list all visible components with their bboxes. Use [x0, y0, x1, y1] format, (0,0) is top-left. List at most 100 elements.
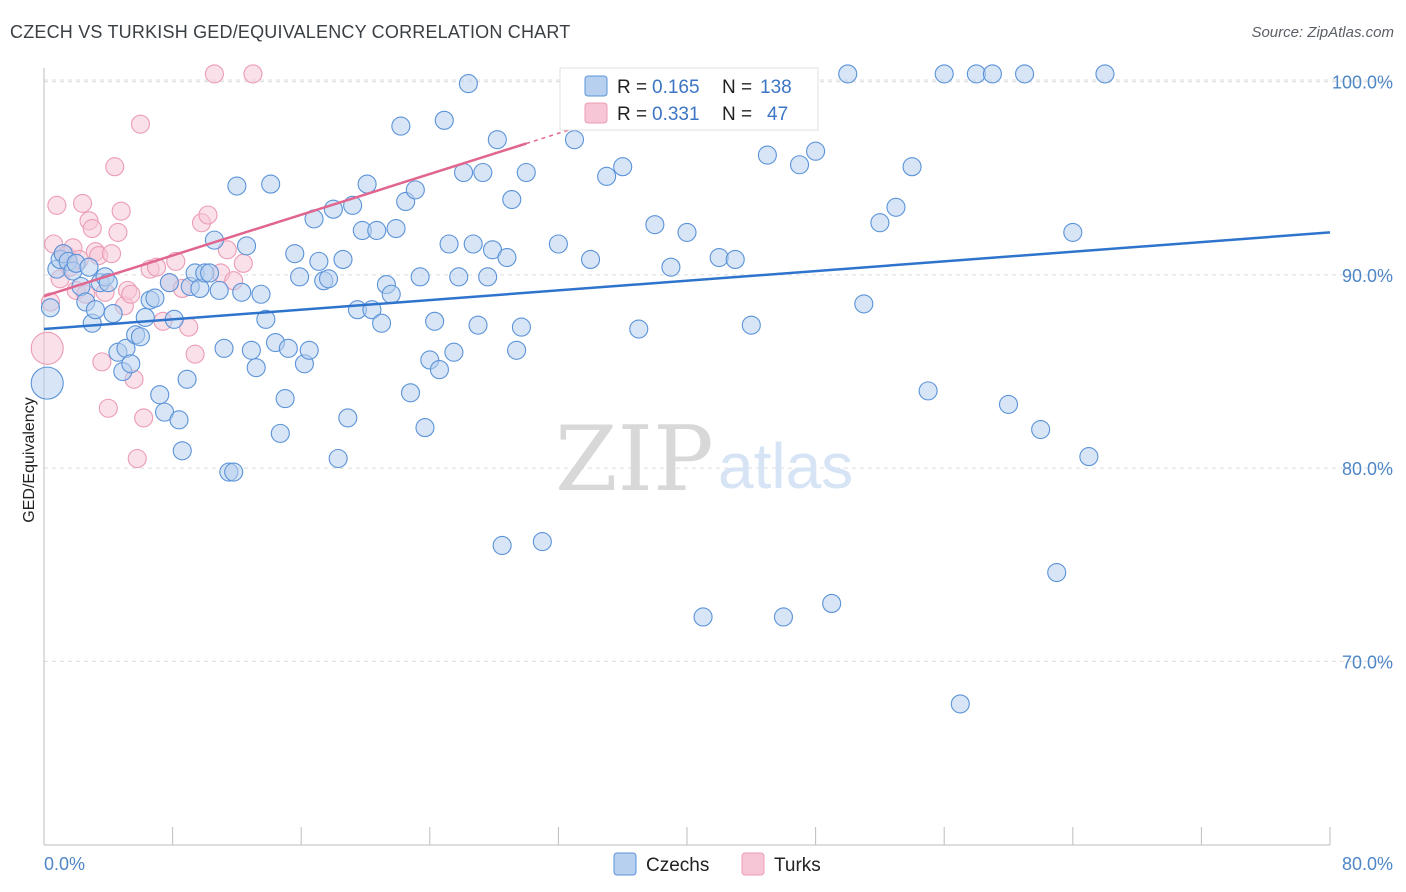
czech-point: [444, 342, 464, 362]
turk-point: [127, 448, 147, 469]
czech-point: [251, 284, 271, 304]
x-tick-label: 80.0%: [1342, 854, 1393, 874]
turk-point: [98, 398, 118, 418]
czech-point: [677, 222, 697, 242]
czech-point: [458, 74, 478, 94]
turk-point: [82, 218, 102, 239]
czech-point: [357, 174, 377, 194]
czech-point: [79, 257, 99, 277]
czech-point: [30, 366, 64, 400]
y-tick-label: 90.0%: [1342, 266, 1393, 286]
czech-point: [439, 234, 459, 254]
czech-point: [415, 418, 435, 438]
czech-point: [285, 244, 305, 264]
grid-lines: [44, 79, 1392, 662]
czech-point: [299, 340, 319, 360]
czech-point: [725, 249, 745, 270]
legend-top-turk-r-label: R =: [617, 104, 647, 125]
czech-point: [645, 215, 665, 235]
czech-point: [507, 340, 527, 360]
czech-point: [309, 251, 329, 271]
czech-point: [40, 298, 60, 318]
czech-point: [278, 338, 298, 358]
czech-point: [998, 394, 1019, 414]
czech-point: [224, 462, 244, 482]
czech-point: [261, 174, 281, 194]
czech-point: [172, 441, 192, 461]
czech-trend-line: [43, 231, 1331, 331]
czech-point: [246, 358, 266, 378]
czech-point: [950, 694, 970, 714]
czech-point: [487, 130, 507, 150]
legend-top-czech-swatch: [584, 75, 608, 97]
chart-title: CZECH VS TURKISH GED/EQUIVALENCY CORRELA…: [10, 22, 571, 42]
czech-point: [468, 315, 488, 335]
czech-point: [516, 162, 536, 183]
turk-point: [47, 195, 67, 215]
turk-point: [111, 201, 131, 221]
czech-point: [318, 269, 339, 289]
legend-top: R = 0.165 N = 138 R = 0.331 N = 47: [559, 67, 819, 131]
turk-point: [108, 222, 128, 242]
czech-point: [982, 64, 1002, 84]
czech-point: [629, 319, 649, 339]
czech-point: [1015, 64, 1035, 84]
y-tick-label: 70.0%: [1342, 652, 1393, 672]
turk-point: [101, 244, 122, 264]
czech-point: [902, 157, 922, 177]
czech-point: [1063, 222, 1083, 242]
legend-top-turk-r-value: 0.331: [652, 104, 700, 125]
czech-point: [886, 197, 906, 217]
czech-point: [290, 267, 310, 287]
czech-point: [613, 157, 633, 177]
legend-bottom: Czechs Turks: [613, 852, 821, 876]
legend-top-czech-r-value: 0.165: [652, 77, 700, 98]
y-tick-label: 80.0%: [1342, 459, 1393, 479]
czech-point: [410, 267, 430, 287]
czech-point: [177, 369, 197, 389]
legend-top-czech-n-label: N =: [722, 77, 752, 98]
turk-trend-line: [43, 142, 527, 298]
x-tick-labels: 0.0% 80.0%: [44, 854, 1393, 874]
czech-point: [434, 110, 454, 130]
czech-point: [502, 189, 522, 210]
y-axis-title: GED/Equivalency: [21, 397, 38, 522]
y-tick-labels: 100.0% 90.0% 80.0% 70.0%: [1332, 73, 1393, 673]
czech-point: [338, 408, 358, 428]
czech-point: [773, 607, 794, 627]
turk-point: [217, 240, 237, 260]
czech-point: [256, 309, 276, 329]
czech-point: [597, 166, 617, 186]
czech-point: [241, 340, 261, 360]
turk-point: [233, 253, 253, 273]
czech-point: [934, 64, 954, 84]
czech-point: [741, 315, 761, 335]
czech-point: [391, 116, 411, 136]
czech-point: [85, 300, 105, 320]
axes: [43, 68, 1331, 846]
czech-point: [449, 267, 469, 287]
watermark: ZIP atlas: [555, 407, 853, 512]
legend-top-czech-n-value: 138: [760, 77, 792, 98]
czech-point: [492, 535, 512, 556]
czech-point: [478, 267, 498, 287]
czech-point: [200, 263, 220, 283]
czech-point: [1031, 419, 1051, 440]
czech-point: [580, 249, 601, 270]
legend-bottom-turk-swatch: [741, 852, 765, 876]
czech-point: [400, 383, 421, 403]
legend-bottom-czech-label: Czechs: [646, 855, 709, 876]
czech-point: [135, 307, 155, 327]
czech-point: [150, 385, 170, 405]
legend-top-czech-r-label: R =: [617, 77, 647, 98]
czech-point: [789, 155, 810, 175]
czech-point: [661, 257, 681, 277]
czech-point: [532, 532, 552, 552]
legend-top-turk-n-value: 47: [767, 104, 788, 125]
turk-point: [198, 205, 218, 225]
czech-point: [386, 218, 406, 239]
czech-point: [757, 145, 777, 165]
turk-point: [121, 284, 141, 304]
turk-point: [243, 64, 263, 84]
